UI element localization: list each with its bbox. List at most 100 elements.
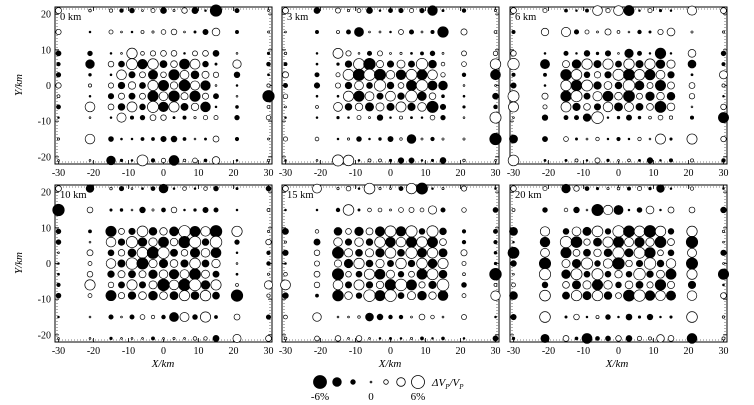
anomaly-point bbox=[57, 159, 60, 162]
anomaly-point bbox=[312, 183, 322, 194]
x-tick-label: 0 bbox=[616, 346, 621, 357]
anomaly-point bbox=[690, 73, 694, 77]
anomaly-point bbox=[183, 30, 186, 34]
anomaly-point bbox=[389, 208, 392, 212]
anomaly-point bbox=[645, 237, 655, 247]
anomaly-point bbox=[315, 105, 319, 109]
anomaly-point bbox=[585, 159, 589, 162]
anomaly-point bbox=[686, 311, 698, 323]
anomaly-point bbox=[375, 280, 385, 289]
anomaly-point bbox=[151, 208, 155, 212]
anomaly-point bbox=[284, 240, 287, 244]
anomaly-point bbox=[368, 30, 371, 34]
x-tick-label: -10 bbox=[577, 168, 590, 179]
anomaly-point bbox=[416, 69, 428, 81]
anomaly-point bbox=[614, 91, 623, 101]
anomaly-point bbox=[157, 246, 170, 259]
x-tick-label: 10 bbox=[421, 346, 431, 357]
anomaly-point bbox=[169, 237, 179, 247]
anomaly-point bbox=[146, 246, 160, 259]
anomaly-point bbox=[282, 136, 289, 142]
anomaly-point bbox=[84, 279, 96, 291]
anomaly-point bbox=[315, 208, 319, 212]
anomaly-point bbox=[397, 82, 405, 89]
anomaly-point bbox=[585, 315, 589, 319]
anomaly-point bbox=[374, 290, 386, 302]
anomaly-point bbox=[419, 7, 425, 14]
anomaly-point bbox=[368, 337, 371, 340]
anomaly-point bbox=[510, 313, 517, 321]
anomaly-point bbox=[405, 225, 418, 238]
anomaly-point bbox=[119, 208, 124, 212]
anomaly-point bbox=[512, 272, 515, 276]
x-tick-label: 20 bbox=[229, 346, 239, 357]
anomaly-point bbox=[623, 58, 635, 70]
anomaly-point bbox=[655, 59, 666, 69]
anomaly-point bbox=[234, 239, 240, 245]
anomaly-point bbox=[594, 260, 601, 267]
anomaly-point bbox=[55, 82, 62, 89]
anomaly-point bbox=[722, 240, 725, 244]
anomaly-point bbox=[210, 247, 222, 259]
anomaly-point bbox=[193, 116, 197, 120]
anomaly-point bbox=[627, 186, 631, 191]
x-tick-label: -10 bbox=[122, 346, 135, 357]
anomaly-point bbox=[560, 79, 572, 92]
anomaly-point bbox=[283, 62, 288, 67]
depth-label: 20 km bbox=[515, 190, 542, 201]
anomaly-point bbox=[265, 114, 272, 121]
anomaly-point bbox=[136, 257, 149, 270]
anomaly-point bbox=[315, 116, 319, 119]
x-tick-label: -10 bbox=[349, 168, 362, 179]
anomaly-point bbox=[130, 208, 134, 212]
anomaly-point bbox=[344, 81, 353, 90]
anomaly-point bbox=[636, 92, 643, 100]
anomaly-point bbox=[314, 260, 320, 267]
x-tick-label: 30 bbox=[491, 346, 501, 357]
anomaly-point bbox=[634, 236, 645, 248]
anomaly-point bbox=[364, 91, 375, 102]
anomaly-point bbox=[507, 246, 520, 259]
anomaly-point bbox=[313, 7, 321, 14]
anomaly-point bbox=[406, 80, 417, 91]
anomaly-point bbox=[88, 116, 92, 119]
anomaly-point bbox=[107, 60, 115, 68]
anomaly-point bbox=[117, 238, 126, 246]
anomaly-point bbox=[363, 68, 376, 81]
anomaly-point bbox=[353, 279, 365, 291]
anomaly-point bbox=[656, 184, 665, 193]
anomaly-point bbox=[489, 111, 502, 124]
anomaly-point bbox=[592, 5, 603, 16]
anomaly-point bbox=[354, 27, 364, 37]
anomaly-point bbox=[384, 289, 397, 302]
anomaly-point bbox=[210, 279, 222, 291]
anomaly-point bbox=[128, 71, 136, 79]
anomaly-point bbox=[118, 186, 125, 192]
x-tick-label: 10 bbox=[649, 346, 659, 357]
anomaly-point bbox=[139, 314, 146, 320]
anomaly-point bbox=[148, 280, 158, 290]
anomaly-point bbox=[614, 81, 623, 90]
anomaly-point bbox=[57, 251, 60, 255]
anomaly-point bbox=[139, 206, 146, 214]
anomaly-point bbox=[283, 83, 288, 88]
anomaly-point bbox=[56, 104, 61, 110]
anomaly-point bbox=[203, 336, 208, 341]
anomaly-point bbox=[603, 81, 613, 90]
anomaly-point bbox=[436, 278, 450, 292]
anomaly-point bbox=[335, 72, 341, 78]
anomaly-point bbox=[120, 30, 123, 34]
anomaly-point bbox=[512, 240, 515, 244]
anomaly-point bbox=[332, 48, 344, 59]
depth-label: 15 km bbox=[287, 190, 314, 201]
anomaly-point bbox=[539, 289, 551, 302]
x-tick-label: 30 bbox=[491, 168, 501, 179]
anomaly-point bbox=[426, 225, 439, 238]
anomaly-point bbox=[148, 69, 158, 80]
x-tick-label: 10 bbox=[421, 168, 431, 179]
anomaly-point bbox=[420, 51, 424, 56]
anomaly-point bbox=[148, 290, 158, 301]
anomaly-point bbox=[266, 208, 271, 212]
anomaly-point bbox=[612, 246, 625, 259]
anomaly-point bbox=[389, 52, 392, 55]
